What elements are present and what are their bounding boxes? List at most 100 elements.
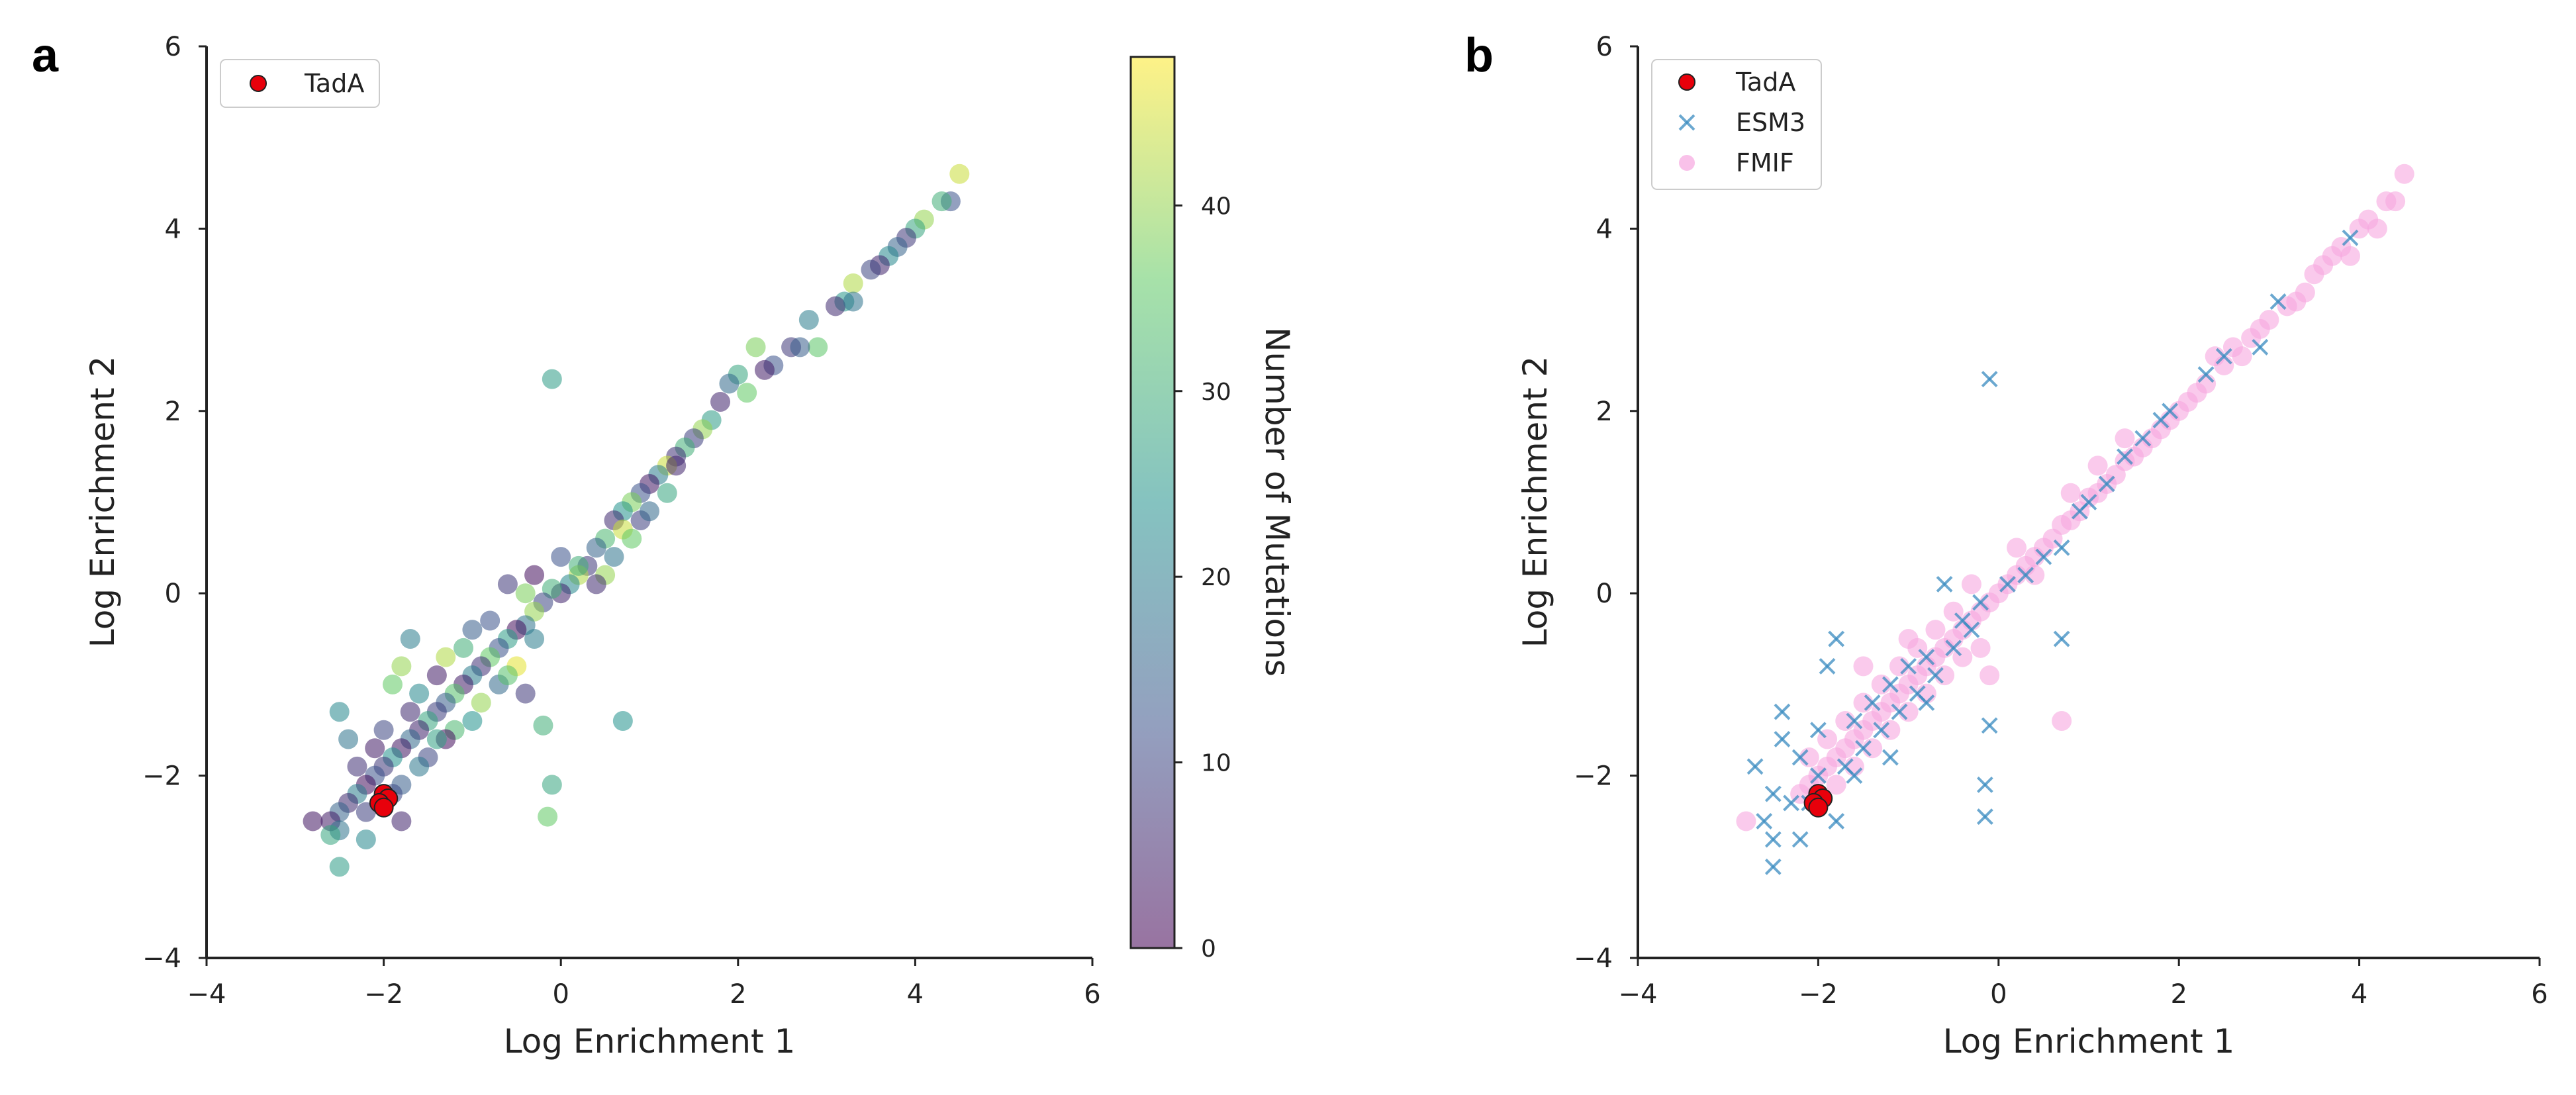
variant-point [754,359,775,380]
variant-point [586,574,606,595]
variant-point [843,291,863,312]
panel-b-x-tick-label: 2 [2170,979,2187,1010]
variant-point [825,296,845,316]
panel-a-x-ticks: −4 −2 0 2 4 6 [187,958,1101,1010]
panel-b-x-tick-label: 6 [2531,979,2548,1010]
esm3-point [1764,785,1782,802]
variant-point [373,720,394,740]
panel-b-x-tick-label: −4 [1619,979,1658,1010]
esm3-point [1963,621,1980,638]
esm3-point [1809,767,1827,785]
panel-a-x-tick-label: 0 [552,979,569,1010]
fmif-point [1898,702,1919,722]
fmif-point [1934,665,1955,686]
esm3-point [2252,338,2269,356]
variant-point [462,620,483,640]
variant-point [453,638,474,658]
esm3-point [1855,739,1872,757]
tada-point [373,797,394,818]
panel-b-legend-fmif-marker [1679,155,1695,171]
panel-b-y-tick-label: 4 [1596,214,1613,244]
fmif-point [2376,191,2397,212]
fmif-point [2394,164,2414,184]
colorbar-gradient [1131,57,1174,948]
panel-a-x-tick-label: −4 [187,979,226,1010]
esm3-point [1791,749,1809,766]
esm3-point [2215,348,2232,365]
fmif-point [2232,346,2252,367]
colorbar-tick-label: 40 [1201,193,1231,220]
variant-point [426,729,447,749]
panel-b-x-ticks: −4 −2 0 2 4 6 [1619,958,2548,1010]
variant-point [710,392,731,412]
panel-a: a −4 −2 0 2 4 6 −4 −2 0 2 4 6 Log Enrichment 1 Log… [32,29,1296,1061]
colorbar-tick-label: 30 [1201,379,1231,406]
fmif-point [1736,811,1756,832]
variant-point [657,483,677,503]
esm3-point [1746,758,1764,775]
esm3-point [2197,366,2215,383]
esm3-point [1864,694,1881,711]
panel-b-legend-esm3-label: ESM3 [1736,108,1805,137]
fmif-point [1880,720,1901,740]
panel-b-y-tick-label: −4 [1574,943,1613,974]
variant-point [400,629,420,649]
esm3-point [2342,229,2359,246]
esm3-point [2035,548,2052,565]
colorbar-tick-label: 10 [1201,750,1231,777]
variant-point [515,683,536,704]
panel-b-y-tick-label: 0 [1596,579,1613,609]
variant-point [538,806,558,827]
esm3-point [2269,293,2287,310]
panel-b-x-tick-label: 4 [2351,979,2367,1010]
panel-b-y-tick-label: 6 [1596,32,1613,62]
esm3-point [1873,722,1890,739]
variant-point [524,565,545,585]
variant-point [329,857,350,877]
panel-a-y-ticks: −4 −2 0 2 4 6 [142,32,207,974]
colorbar-label: Number of Mutations [1258,327,1296,677]
variant-point [586,538,606,558]
esm3-point [1882,676,1899,693]
fmif-point [1889,656,1909,677]
panel-b-y-ticks: −4 −2 0 2 4 6 [1574,32,1638,974]
variant-point [524,629,545,649]
panel-b-y-tick-label: 2 [1596,397,1613,427]
fmif-point [2115,428,2135,449]
variant-point [497,665,518,686]
variant-point [551,547,571,567]
variant-point [798,310,819,330]
esm3-point [1756,813,1773,830]
esm3-point [1981,371,1998,388]
esm3-point [1981,717,1998,734]
variant-point [640,501,659,522]
esm3-point [1828,813,1845,830]
esm3-point [1976,776,1993,793]
fmif-point [1925,620,1946,640]
variant-point [568,555,589,576]
panel-a-x-tick-label: 6 [1084,979,1100,1010]
variant-point [719,373,739,394]
panel-a-x-tick-label: 2 [730,979,746,1010]
variant-point [542,775,562,795]
colorbar: 0 10 20 30 40 Number of Mutations [1129,56,1296,963]
variant-point [471,692,491,713]
panel-a-legend-tada-marker [250,75,267,92]
esm3-point [1976,808,1993,825]
panel-b-legend-tada-label: TadA [1735,68,1795,97]
fmif-point [2340,246,2360,266]
esm3-point [1764,831,1782,848]
esm3-point [1972,594,1989,611]
fmif-point [1826,775,1846,795]
panel-a-y-tick-label: 2 [165,397,181,427]
variant-point [931,191,952,212]
tada-point [1808,797,1829,818]
variant-point [391,811,412,832]
esm3-point [1791,831,1809,848]
fmif-point [2367,218,2387,239]
esm3-point [1764,858,1782,875]
fmif-point [1799,747,1819,768]
panel-a-x-tick-label: 4 [907,979,924,1010]
esm3-point [1783,794,1799,812]
